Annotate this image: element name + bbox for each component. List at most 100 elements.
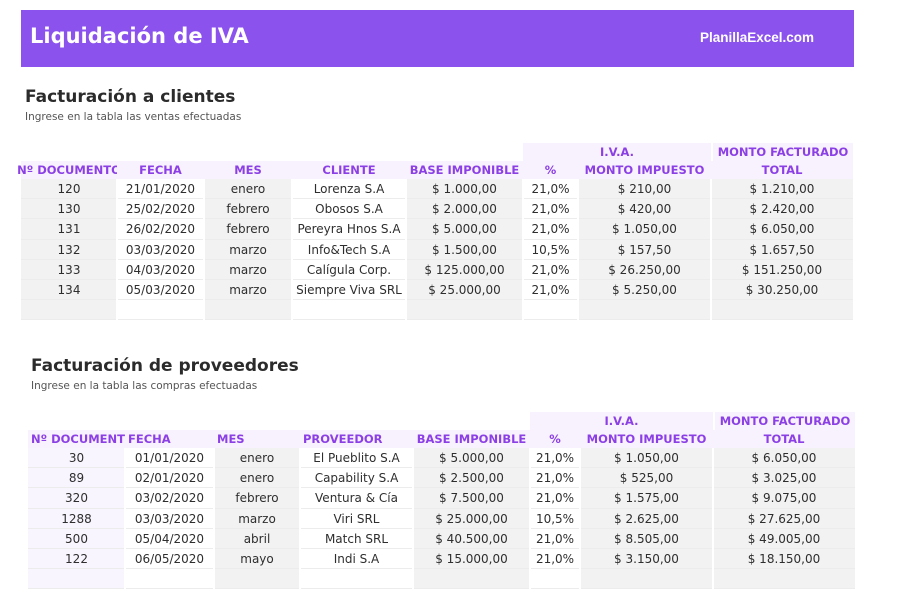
clientes-col-header: CLIENTE [292,161,406,179]
proveedores-col-divider [529,448,531,590]
clientes-cell: Siempre Viva SRL [292,280,406,301]
clientes-cell: 03/03/2020 [117,239,204,260]
clientes-cell: $ 157,50 [578,239,711,260]
proveedores-cell: enero [214,448,300,469]
proveedores-cell: 320 [28,488,125,509]
proveedores-col-header: TOTAL [713,430,855,448]
proveedores-cell: $ 49.005,00 [713,528,855,549]
proveedores-cell: $ 7.500,00 [413,488,530,509]
proveedores-col-header: MONTO IMPUESTO [580,430,713,448]
proveedores-row-divider [28,588,855,590]
proveedores-row-divider [28,487,855,489]
proveedores-cell: $ 2.500,00 [413,468,530,489]
proveedores-cell: El Pueblito S.A [300,448,413,469]
proveedores-cell: $ 6.050,00 [713,448,855,469]
clientes-cell: $ 26.250,00 [578,259,711,280]
proveedores-cell: 30 [28,448,125,469]
clientes-cell: $ 151.250,00 [711,259,853,280]
clientes-cell [578,300,711,321]
clientes-cell [711,300,853,321]
clientes-cell: 10,5% [523,239,578,260]
clientes-cell: $ 2.420,00 [711,199,853,220]
proveedores-col-header: Nº DOCUMENTO [28,430,135,448]
clientes-cell: 25/02/2020 [117,199,204,220]
clientes-col-header: FECHA [117,161,204,179]
proveedores-cell: $ 3.150,00 [580,549,713,570]
proveedores-col-divider [213,448,215,590]
proveedores-col-header: % [530,430,580,448]
proveedores-cell: 1288 [28,508,125,529]
clientes-cell [523,300,578,321]
proveedores-cell [713,569,855,590]
proveedores-cell: Indi S.A [300,549,413,570]
clientes-group-iva: I.V.A. [523,143,711,161]
clientes-cell: $ 1.657,50 [711,239,853,260]
clientes-cell: 21,0% [523,199,578,220]
clientes-cell: 21/01/2020 [117,179,204,200]
clientes-col-divider [116,179,118,321]
proveedores-cell: $ 27.625,00 [713,508,855,529]
clientes-cell: 130 [21,199,117,220]
clientes-cell: marzo [204,259,292,280]
clientes-cell [406,300,523,321]
proveedores-cell: 89 [28,468,125,489]
clientes-col-divider [291,179,293,321]
proveedores-cell: enero [214,468,300,489]
proveedores-col-header: PROVEEDOR [300,430,413,448]
clientes-col-divider [203,179,205,321]
clientes-cell: $ 2.000,00 [406,199,523,220]
proveedores-col-header: BASE IMPONIBLE [413,430,530,448]
clientes-cell: $ 6.050,00 [711,219,853,240]
clientes-cell: 134 [21,280,117,301]
proveedores-cell [580,569,713,590]
proveedores-col-header: MES [214,430,300,448]
clientes-cell: $ 420,00 [578,199,711,220]
clientes-cell: marzo [204,280,292,301]
clientes-cell: $ 25.000,00 [406,280,523,301]
clientes-col-divider [710,179,712,321]
clientes-cell: Info&Tech S.A [292,239,406,260]
proveedores-cell: 21,0% [530,488,580,509]
proveedores-cell: $ 9.075,00 [713,488,855,509]
clientes-cell [21,300,117,321]
clientes-cell: marzo [204,239,292,260]
proveedores-section-title: Facturación de proveedores [31,356,299,376]
clientes-cell: 04/03/2020 [117,259,204,280]
clientes-cell [204,300,292,321]
proveedores-cell: 02/01/2020 [125,468,214,489]
proveedores-cell: 21,0% [530,448,580,469]
clientes-cell: Calígula Corp. [292,259,406,280]
clientes-cell: $ 1.500,00 [406,239,523,260]
proveedores-cell [214,569,300,590]
proveedores-cell: 500 [28,528,125,549]
proveedores-col-divider [124,448,126,590]
proveedores-cell [28,569,125,590]
clientes-row-divider [21,198,853,200]
proveedores-cell: $ 25.000,00 [413,508,530,529]
proveedores-cell: Viri SRL [300,508,413,529]
clientes-cell: 26/02/2020 [117,219,204,240]
proveedores-row-divider [28,507,855,509]
clientes-cell: 120 [21,179,117,200]
proveedores-cell: 122 [28,549,125,570]
proveedores-col-divider [712,448,714,590]
proveedores-cell [413,569,530,590]
clientes-col-divider [405,179,407,321]
proveedores-row-divider [28,568,855,570]
clientes-group-monto: MONTO FACTURADO [713,143,853,161]
proveedores-cell [300,569,413,590]
clientes-col-header: TOTAL [711,161,853,179]
proveedores-cell: Match SRL [300,528,413,549]
clientes-cell: Pereyra Hnos S.A [292,219,406,240]
proveedores-cell: 03/03/2020 [125,508,214,529]
clientes-col-divider [577,179,579,321]
clientes-cell: $ 125.000,00 [406,259,523,280]
clientes-row-divider [21,299,853,301]
proveedores-cell: $ 40.500,00 [413,528,530,549]
clientes-cell: 132 [21,239,117,260]
clientes-cell: Lorenza S.A [292,179,406,200]
proveedores-cell: $ 525,00 [580,468,713,489]
clientes-cell: enero [204,179,292,200]
proveedores-cell: mayo [214,549,300,570]
clientes-cell: 21,0% [523,179,578,200]
